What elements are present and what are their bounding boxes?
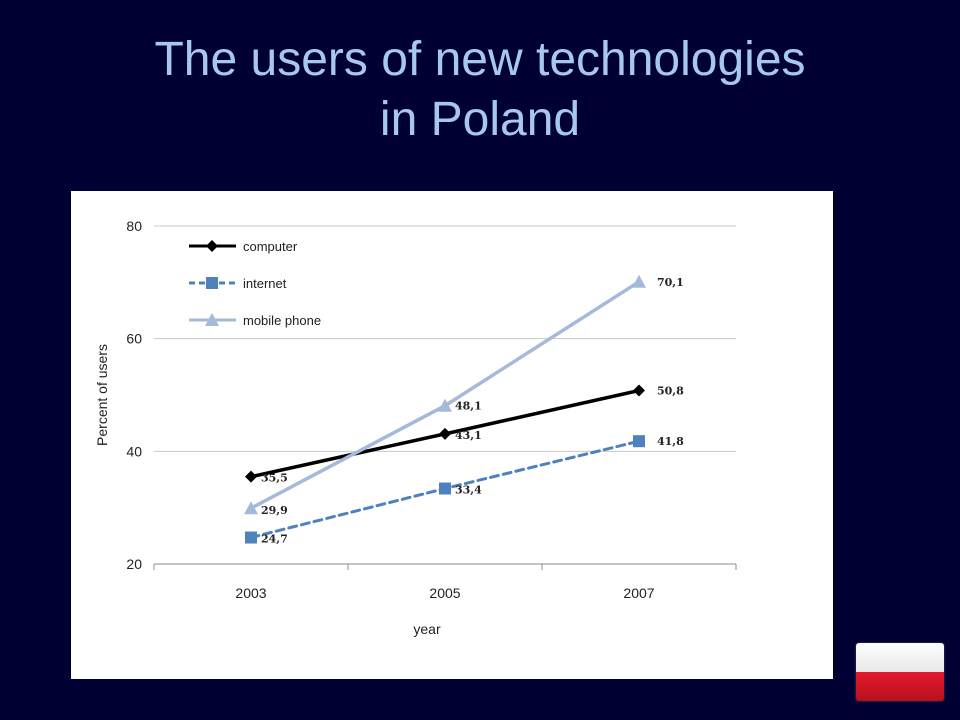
data-label-computer: 50,8: [657, 384, 684, 397]
data-point-mobile-phone: [438, 398, 452, 412]
series-mobile-phone: 29,9 48,1 70,1: [244, 274, 684, 517]
x-tick-label: 2005: [429, 585, 460, 601]
legend-label-mobile-phone: mobile phone: [243, 313, 321, 328]
y-tick-label: 60: [126, 331, 142, 347]
data-label-mobile-phone: 29,9: [261, 504, 288, 517]
y-tick-label: 20: [126, 556, 142, 572]
axes: 20 40 60 80 2003 2005 2007 year Percent of users: [94, 218, 737, 637]
data-label-internet: 41,8: [657, 435, 684, 448]
legend-item-computer: computer: [189, 239, 298, 254]
data-label-mobile-phone: 70,1: [657, 276, 684, 289]
chart-panel: 20 40 60 80 2003 2005 2007 year Percent of users…: [71, 191, 833, 679]
data-label-computer: 35,5: [261, 472, 288, 485]
data-label-mobile-phone: 48,1: [455, 400, 482, 413]
data-point-mobile-phone: [632, 274, 646, 288]
legend-marker-computer: [206, 240, 218, 252]
y-axis-title: Percent of users: [94, 344, 110, 446]
data-label-internet: 24,7: [261, 533, 288, 546]
data-point-computer: [633, 384, 645, 397]
slide-title: The users of new technologies in Poland: [0, 30, 960, 150]
series-internet: 24,7 33,4 41,8: [245, 435, 684, 546]
legend-item-internet: internet: [189, 276, 287, 291]
y-tick-label: 80: [126, 218, 142, 234]
x-axis-title: year: [413, 621, 441, 637]
data-label-computer: 43,1: [455, 429, 482, 442]
y-tick-label: 40: [126, 443, 142, 459]
data-point-internet: [245, 531, 257, 544]
legend-label-internet: internet: [243, 276, 287, 291]
legend-label-computer: computer: [243, 239, 298, 254]
series-computer: 35,5 43,1 50,8: [245, 384, 684, 485]
x-tick-label: 2003: [235, 585, 266, 601]
data-point-mobile-phone: [244, 501, 258, 515]
legend-marker-internet: [206, 277, 218, 289]
x-tick-label: 2007: [623, 585, 654, 601]
data-point-computer: [439, 427, 451, 440]
data-point-computer: [245, 470, 257, 483]
line-chart: 20 40 60 80 2003 2005 2007 year Percent of users…: [94, 218, 737, 637]
gridlines: [154, 225, 736, 565]
slide-title-line-1: The users of new technologies: [154, 33, 806, 86]
poland-flag-icon: [856, 643, 944, 701]
legend-marker-mobile-phone: [205, 313, 219, 326]
legend-item-mobile-phone: mobile phone: [189, 313, 321, 328]
slide-title-line-2: in Poland: [379, 93, 581, 146]
data-point-internet: [439, 482, 451, 495]
data-point-internet: [633, 435, 645, 448]
series-layer: 35,5 43,1 50,8 24,7 33,4 41,8 29,9 48,1 70,1: [244, 274, 684, 546]
data-label-internet: 33,4: [455, 484, 482, 497]
legend: computer internet mobile phone: [189, 239, 321, 328]
